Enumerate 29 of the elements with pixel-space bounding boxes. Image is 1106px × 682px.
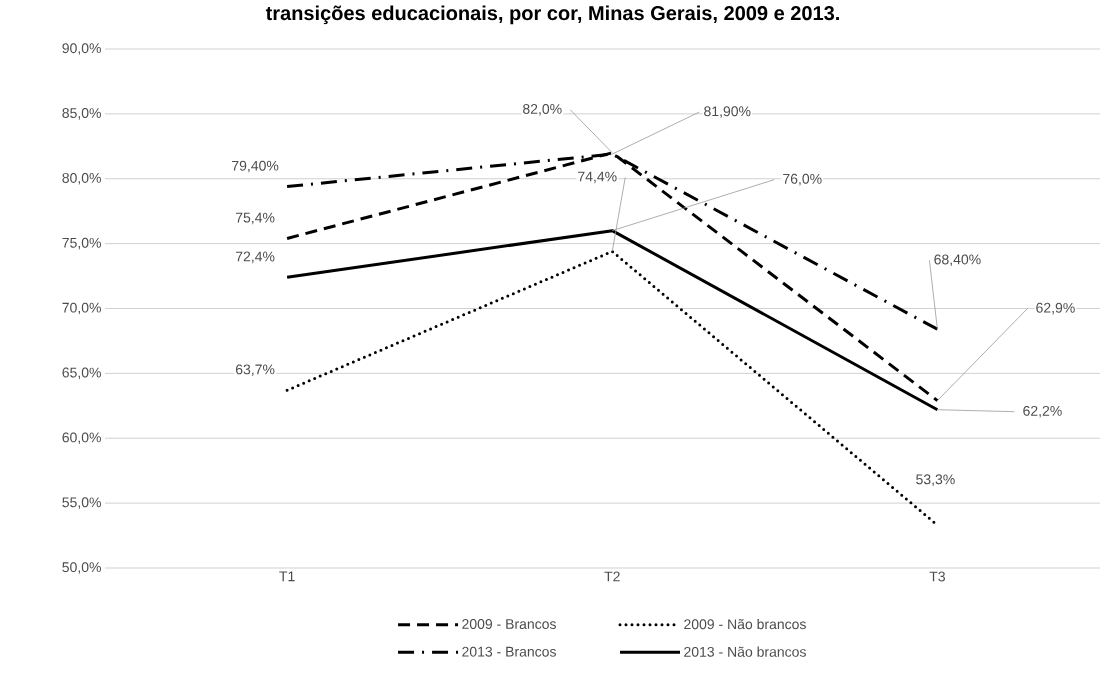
y-tick-label: 75,0% [62, 237, 101, 250]
data-label: 76,0% [783, 173, 822, 186]
legend-label: 2009 - Brancos [462, 619, 556, 629]
data-label: 62,9% [1036, 302, 1075, 315]
y-tick-label: 85,0% [62, 108, 101, 120]
y-tick-label: 70,0% [62, 302, 101, 315]
data-label: 79,40% [232, 160, 279, 173]
data-label: 62,2% [1023, 405, 1062, 418]
legend-label: 2009 - Não brancos [684, 618, 806, 630]
data-label: 81,90% [704, 106, 751, 118]
y-tick-label: 50,0% [62, 562, 101, 574]
y-tick-label: 65,0% [62, 367, 101, 380]
x-tick-label: T1 [279, 571, 295, 582]
data-label: 75,4% [235, 212, 275, 225]
data-label: 74,4% [578, 171, 617, 184]
data-label: 68,40% [934, 254, 981, 267]
legend-label: 2013 - Não brancos [684, 646, 806, 657]
data-label: 53,3% [916, 474, 955, 486]
data-label: 82,0% [523, 104, 562, 116]
x-tick-label: T3 [929, 571, 945, 582]
y-tick-label: 60,0% [62, 432, 101, 445]
legend-label: 2013 - Brancos [462, 646, 556, 657]
data-label: 63,7% [235, 364, 275, 377]
y-tick-label: 55,0% [62, 497, 101, 509]
x-tick-label: T2 [604, 571, 620, 582]
y-tick-label: 90,0% [62, 43, 101, 55]
chart-title: transições educacionais, por cor, Minas Gerais, 2009 e 2013. [265, 5, 839, 25]
y-tick-label: 80,0% [62, 172, 101, 185]
data-label: 72,4% [235, 251, 275, 264]
